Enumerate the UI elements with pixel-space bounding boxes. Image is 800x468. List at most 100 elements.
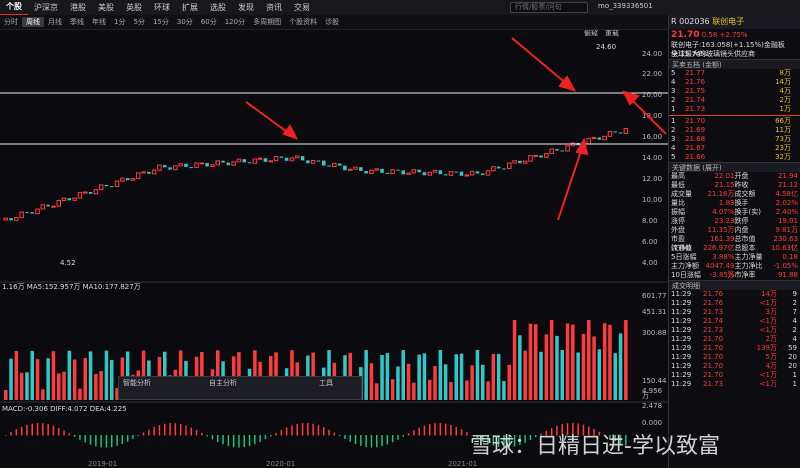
volume-bar xyxy=(555,335,559,400)
stat-value: 4.58亿 xyxy=(775,190,798,198)
period-30m[interactable]: 30分 xyxy=(176,18,193,26)
candle xyxy=(147,171,151,174)
ask-amount: 2万 xyxy=(779,96,791,104)
candle xyxy=(327,165,331,167)
macd-bar xyxy=(185,425,187,436)
ask-row[interactable]: 4 21.76 14万 xyxy=(669,78,800,87)
bid-row[interactable]: 4 21.67 23万 xyxy=(669,144,800,153)
period-1m[interactable]: 1分 xyxy=(114,18,126,26)
tab-stock[interactable]: 个股 xyxy=(0,0,28,16)
candle xyxy=(353,166,358,170)
macd-indicator: MACD:-0.306 DIFF:4.072 DEA:4.225 xyxy=(2,405,127,413)
tab-select[interactable]: 选股 xyxy=(210,3,226,12)
volume-bar xyxy=(364,350,368,400)
tab-uk[interactable]: 英股 xyxy=(126,3,142,12)
period-quarter[interactable]: 季线 xyxy=(70,18,84,26)
period-month[interactable]: 月线 xyxy=(48,18,62,26)
macd-bar xyxy=(243,435,245,448)
macd-bar xyxy=(460,429,463,436)
ask-row[interactable]: 5 21.77 8万 xyxy=(669,69,800,78)
volume-bar xyxy=(470,365,474,400)
period-5m[interactable]: 5分 xyxy=(133,18,145,26)
candle xyxy=(512,160,517,164)
volume-bar xyxy=(115,387,119,400)
volume-bar xyxy=(390,379,395,400)
tab-trade[interactable]: 交易 xyxy=(294,3,310,12)
volume-bar xyxy=(602,323,607,400)
period-120m[interactable]: 120分 xyxy=(224,18,246,26)
trade-time: 11:29 xyxy=(671,353,692,361)
bid-row[interactable]: 2 21.69 11万 xyxy=(669,126,800,135)
macd-bar xyxy=(111,435,113,448)
volume-bar xyxy=(576,352,580,400)
volume-bar xyxy=(46,358,50,400)
candle xyxy=(438,170,443,175)
kline-chart[interactable]: 24.00 22.00 20.00 18.00 16.00 14.00 12.0… xyxy=(0,30,668,468)
user-name[interactable]: mo_339336501 xyxy=(598,2,653,10)
macd-bar xyxy=(391,435,394,443)
ask-row[interactable]: 2 21.74 2万 xyxy=(669,96,800,105)
bid-row[interactable]: 5 21.66 32万 xyxy=(669,153,800,162)
candle xyxy=(560,150,564,152)
candle xyxy=(194,162,199,168)
ask-price: 21.74 xyxy=(685,96,706,104)
search-input[interactable]: 行情/股票/问句 xyxy=(510,2,588,13)
period-60m[interactable]: 60分 xyxy=(200,18,217,26)
stat-value: 161.39 xyxy=(710,235,735,243)
ask-row[interactable]: 3 21.75 4万 xyxy=(669,87,800,96)
bid-row[interactable]: 3 21.68 73万 xyxy=(669,135,800,144)
volume-bar xyxy=(618,333,623,400)
tab-us[interactable]: 美股 xyxy=(98,3,114,12)
trade-vol: 5万 xyxy=(765,353,777,361)
candle xyxy=(332,163,337,167)
smart-analysis[interactable]: 智能分析 xyxy=(123,379,151,387)
period-year[interactable]: 年线 xyxy=(92,18,106,26)
stock-profile[interactable]: 个股资料 xyxy=(289,18,318,26)
macd-bar xyxy=(63,430,65,436)
candle xyxy=(502,168,506,170)
bid-row[interactable]: 1 21.70 66万 xyxy=(669,117,800,126)
trade-price: 21.70 xyxy=(703,353,724,361)
tab-news[interactable]: 资讯 xyxy=(266,3,282,12)
candle xyxy=(263,158,268,162)
self-analysis[interactable]: 自主分析 xyxy=(209,379,237,387)
trade-vol: <1万 xyxy=(759,299,777,307)
volume-bar xyxy=(401,350,405,400)
volume-bar xyxy=(518,335,522,400)
macd-bar xyxy=(423,425,426,436)
candle xyxy=(151,169,157,175)
stat-label: 振幅 xyxy=(671,208,685,216)
macd-bar xyxy=(625,435,627,446)
period-week[interactable]: 周线 xyxy=(22,17,44,27)
macd-bar xyxy=(47,424,49,436)
tab-discover[interactable]: 发现 xyxy=(238,3,254,12)
stock-diagnose[interactable]: 诊股 xyxy=(325,18,340,26)
trade-vol: 14万 xyxy=(761,290,777,298)
macd-bar xyxy=(84,435,86,443)
tools[interactable]: 工具 xyxy=(319,379,333,387)
macd-bar xyxy=(497,435,500,447)
tab-expand[interactable]: 扩展 xyxy=(182,3,198,12)
tab-hk[interactable]: 港股 xyxy=(70,3,86,12)
volume-bar xyxy=(110,359,114,400)
drawing-toolbar[interactable]: 智能分析 自主分析 工具 xyxy=(118,376,362,400)
tab-hsj[interactable]: 沪深京 xyxy=(34,3,58,12)
ask-row[interactable]: 1 21.73 1万 xyxy=(669,105,800,114)
trade-vol: 4万 xyxy=(765,362,777,370)
macd-bar xyxy=(323,427,325,436)
volume-bar xyxy=(534,324,538,400)
volume-bar xyxy=(475,350,480,400)
trade-time: 11:29 xyxy=(671,344,692,352)
multi-period[interactable]: 多周期图 xyxy=(253,18,282,26)
period-15m[interactable]: 15分 xyxy=(152,18,169,26)
macd-bar xyxy=(5,435,7,436)
period-fenshi[interactable]: 分时 xyxy=(4,18,18,26)
tab-global[interactable]: 环球 xyxy=(154,3,170,12)
trade-count: 1 xyxy=(792,380,797,388)
volume-bar xyxy=(51,351,56,400)
volume-bar xyxy=(327,350,331,400)
axis-tick: 16.00 xyxy=(642,133,662,141)
macd-bar xyxy=(550,428,553,436)
stat-row: 成交量 21.16万 成交额 4.58亿 xyxy=(669,190,800,199)
candle xyxy=(411,169,417,174)
